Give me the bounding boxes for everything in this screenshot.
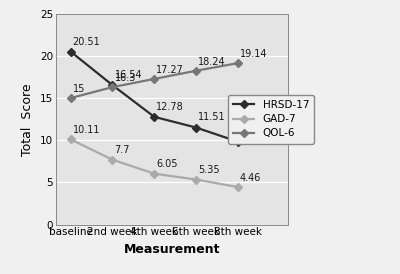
QOL-6	[152, 77, 157, 81]
Text: 10.11: 10.11	[73, 125, 100, 135]
Line: HRSD-17: HRSD-17	[68, 48, 241, 145]
Text: 15: 15	[73, 84, 85, 94]
GAD-7	[68, 138, 73, 141]
GAD-7	[110, 158, 115, 161]
Text: 16.3: 16.3	[114, 73, 136, 83]
Text: 9.84: 9.84	[240, 127, 261, 136]
Text: 5.35: 5.35	[198, 165, 220, 175]
HRSD-17	[236, 140, 240, 143]
GAD-7	[236, 185, 240, 189]
Legend: HRSD-17, GAD-7, QOL-6: HRSD-17, GAD-7, QOL-6	[228, 95, 314, 144]
HRSD-17	[152, 115, 157, 118]
GAD-7	[152, 172, 157, 175]
GAD-7	[194, 178, 198, 181]
Text: 16.54: 16.54	[114, 70, 142, 80]
Text: 19.14: 19.14	[240, 49, 268, 59]
QOL-6	[110, 85, 115, 89]
QOL-6	[236, 61, 240, 65]
HRSD-17	[194, 126, 198, 129]
HRSD-17	[68, 50, 73, 53]
Text: 7.7: 7.7	[114, 145, 130, 155]
Text: 20.51: 20.51	[73, 36, 100, 47]
Text: 4.46: 4.46	[240, 173, 261, 183]
QOL-6	[194, 69, 198, 72]
Text: 12.78: 12.78	[156, 102, 184, 112]
Line: QOL-6: QOL-6	[68, 60, 241, 101]
Text: 17.27: 17.27	[156, 65, 184, 75]
Text: 6.05: 6.05	[156, 159, 178, 169]
Line: GAD-7: GAD-7	[68, 136, 241, 190]
HRSD-17	[110, 84, 115, 87]
QOL-6	[68, 96, 73, 100]
Text: 18.24: 18.24	[198, 56, 226, 67]
X-axis label: Measurement: Measurement	[124, 243, 220, 256]
Text: 11.51: 11.51	[198, 113, 226, 122]
Y-axis label: Total  Score: Total Score	[22, 83, 34, 156]
